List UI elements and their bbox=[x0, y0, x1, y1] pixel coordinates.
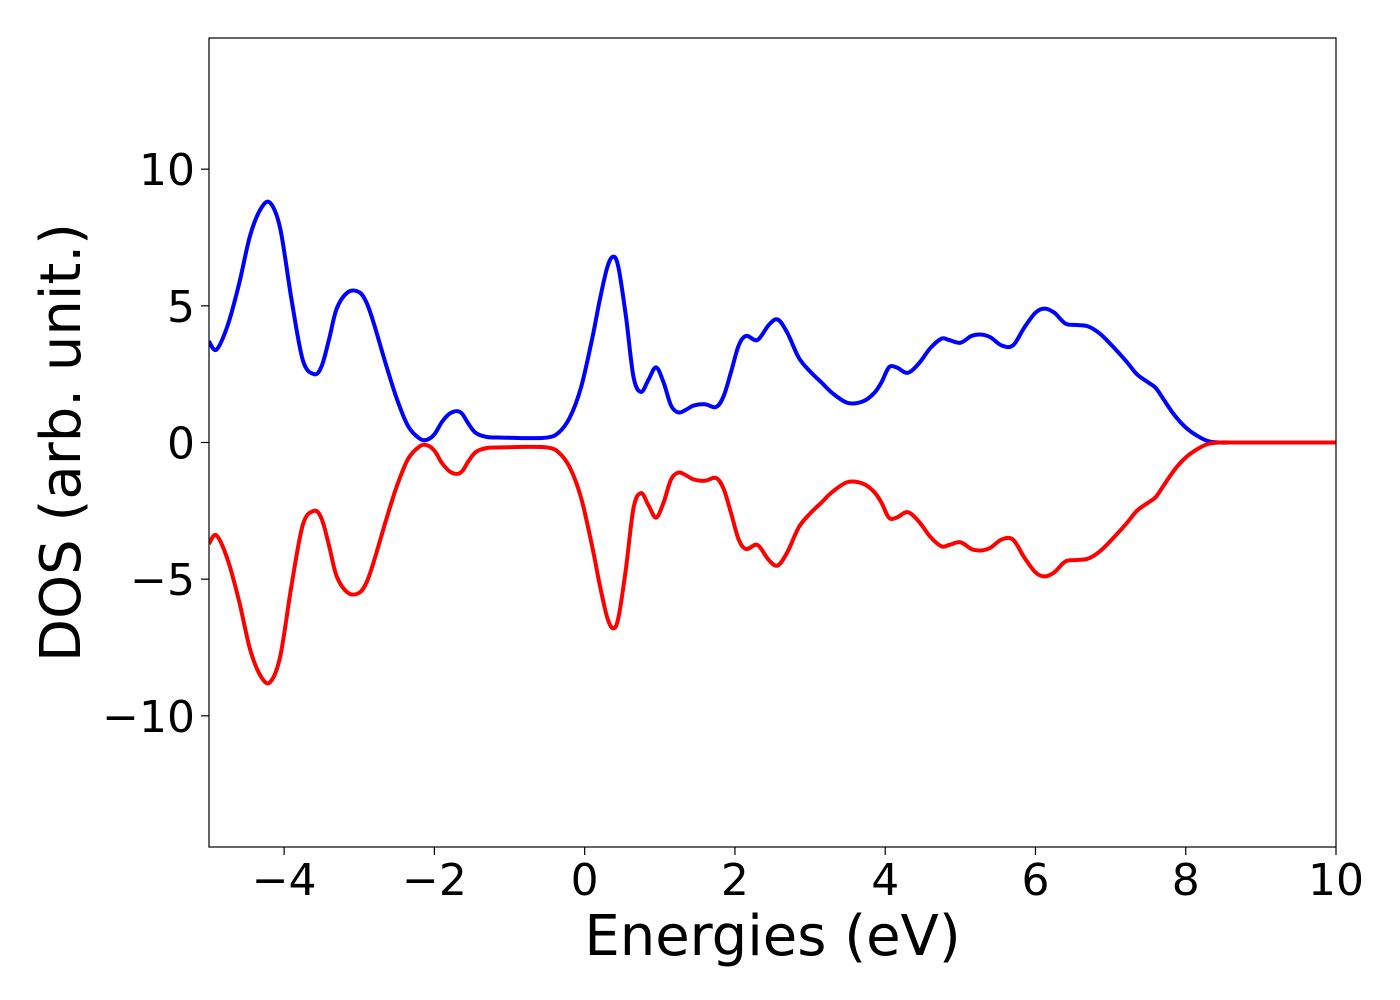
x-tick-label: −4 bbox=[252, 855, 317, 906]
x-tick-label: 2 bbox=[721, 855, 749, 906]
series-layer bbox=[209, 199, 1336, 686]
x-tick-label: 0 bbox=[571, 855, 599, 906]
y-tick-label: −5 bbox=[130, 555, 195, 606]
x-axis: −4 −2 0 2 4 6 8 10 bbox=[252, 847, 1364, 906]
y-axis-label: DOS (arb. unit.) bbox=[29, 223, 94, 662]
x-tick-label: −2 bbox=[402, 855, 467, 906]
y-tick-label: 0 bbox=[167, 419, 195, 470]
y-tick-label: 5 bbox=[167, 282, 195, 333]
x-tick-label: 6 bbox=[1021, 855, 1049, 906]
y-tick-label: −10 bbox=[102, 692, 195, 743]
x-tick-label: 4 bbox=[871, 855, 899, 906]
series-line-spin-down bbox=[209, 440, 1336, 686]
x-tick-label: 10 bbox=[1308, 855, 1364, 906]
x-tick-label: 8 bbox=[1172, 855, 1200, 906]
y-tick-label: 10 bbox=[139, 145, 195, 196]
y-axis: −10 −5 0 5 10 bbox=[102, 145, 209, 743]
x-axis-label: Energies (eV) bbox=[584, 904, 960, 969]
series-line-spin-up bbox=[209, 199, 1336, 445]
